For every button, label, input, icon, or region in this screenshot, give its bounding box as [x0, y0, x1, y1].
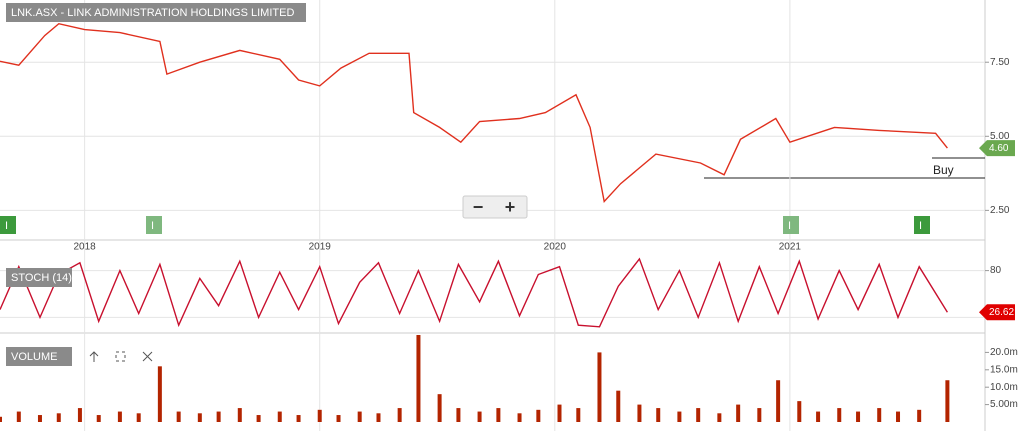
x-tick-label: 2018	[74, 242, 97, 253]
y-tick-label: 10.0m	[990, 382, 1018, 393]
event-marker-label: I	[919, 220, 922, 232]
last-value-tag	[979, 304, 1015, 321]
volume-bar	[656, 408, 661, 422]
panel-title: VOLUME	[11, 351, 57, 363]
event-marker	[0, 216, 16, 234]
volume-bar	[176, 411, 181, 422]
volume-bar	[496, 408, 501, 422]
volume-bar	[917, 409, 922, 422]
volume-bar	[357, 411, 362, 422]
event-marker-label: I	[788, 220, 791, 232]
volume-bar	[456, 408, 461, 422]
volume-bar	[837, 408, 842, 422]
line-series	[0, 22, 948, 203]
title-tag	[6, 3, 306, 22]
volume-bar	[157, 366, 162, 422]
volume-bar	[277, 411, 282, 422]
y-tick-label: 15.0m	[990, 364, 1018, 375]
panel-title: LNK.ASX - LINK ADMINISTRATION HOLDINGS L…	[11, 7, 294, 19]
panel-title: STOCH (14)	[11, 272, 72, 284]
y-tick-label: 5.00	[990, 131, 1010, 142]
event-marker-label: I	[151, 220, 154, 232]
volume-bar	[945, 380, 950, 422]
last-value-tag	[979, 140, 1015, 157]
last-value-label: 26.62	[989, 307, 1014, 318]
volume-bar	[437, 394, 442, 422]
x-tick-label: 2021	[779, 242, 802, 253]
volume-bar	[557, 404, 562, 422]
volume-bar	[757, 408, 762, 422]
icon-close[interactable]	[142, 351, 153, 362]
volume-bar	[637, 404, 642, 422]
volume-bar	[896, 411, 901, 422]
volume-bar	[397, 408, 402, 422]
volume-bar	[677, 411, 682, 422]
volume-bar	[616, 390, 621, 422]
icon-up[interactable]	[89, 351, 99, 362]
volume-bar	[517, 413, 522, 422]
volume-bar	[696, 408, 701, 422]
y-tick-label: 7.50	[990, 57, 1010, 68]
x-tick-label: 2019	[309, 242, 332, 253]
volume-bar	[717, 413, 722, 422]
volume-bar	[376, 413, 381, 422]
title-tag	[6, 347, 72, 366]
zoom-controls	[462, 195, 528, 219]
volume-bar	[237, 408, 242, 422]
volume-bar	[197, 413, 202, 422]
event-marker	[914, 216, 930, 234]
volume-bar	[597, 352, 602, 422]
volume-bar	[296, 415, 301, 422]
volume-bar	[16, 411, 21, 422]
volume-bar	[317, 409, 322, 422]
volume-bar	[477, 411, 482, 422]
volume-bar	[256, 415, 261, 422]
volume-bar	[877, 408, 882, 422]
volume-bar	[37, 415, 42, 422]
volume-bar	[416, 335, 421, 422]
volume-bar	[856, 411, 861, 422]
volume-bar	[576, 408, 581, 422]
x-tick-label: 2020	[544, 242, 567, 253]
volume-bar	[216, 411, 221, 422]
volume-bar	[797, 401, 802, 422]
last-value-label: 4.60	[989, 143, 1009, 154]
zoom-button[interactable]: −	[473, 197, 484, 217]
volume-bar	[536, 409, 541, 422]
icon-expand[interactable]	[115, 351, 126, 362]
event-marker	[146, 216, 162, 234]
volume-bar	[77, 408, 82, 422]
volume-bar	[816, 411, 821, 422]
volume-bar	[336, 415, 341, 422]
y-tick-label: 20.0m	[990, 347, 1018, 358]
title-tag	[6, 268, 72, 287]
y-tick-label: 2.50	[990, 205, 1010, 216]
zoom-button[interactable]: +	[505, 197, 516, 217]
line-series	[0, 257, 948, 328]
volume-bar	[117, 411, 122, 422]
volume-bar	[776, 380, 781, 422]
annotation: Buy	[933, 163, 954, 177]
volume-bar	[56, 413, 61, 422]
volume-bar	[736, 404, 741, 422]
volume-bar	[96, 415, 101, 422]
y-tick-label: 5.00m	[990, 399, 1018, 410]
y-tick-label: 80	[990, 265, 1002, 276]
event-marker	[783, 216, 799, 234]
volume-bar	[136, 413, 141, 422]
event-marker-label: I	[5, 220, 8, 232]
volume-bar	[0, 416, 2, 422]
